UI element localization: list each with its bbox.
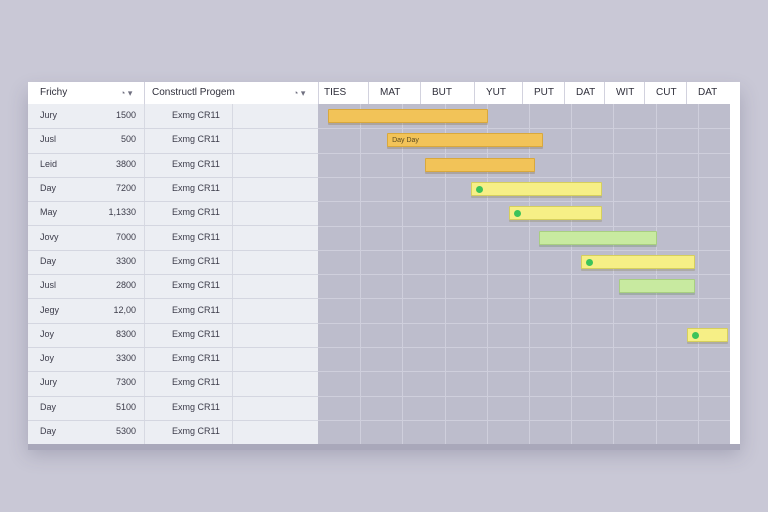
row-quantity: 5300	[115, 426, 136, 437]
table-row[interactable]: Day 3300 Exmg CR11	[28, 250, 318, 276]
gantt-chart: Day Day	[318, 104, 740, 444]
row-progress: Exmg CR11	[172, 401, 220, 412]
header-progress[interactable]: Constructl Progem	[152, 87, 235, 98]
milestone-dot-icon	[586, 258, 594, 266]
table-row[interactable]: Joy 3300 Exmg CR11	[28, 347, 318, 373]
table-row[interactable]: Jusl 2800 Exmg CR11	[28, 274, 318, 300]
row-quantity: 2800	[115, 280, 136, 291]
row-quantity: 5100	[115, 401, 136, 412]
row-progress: Exmg CR11	[172, 110, 220, 121]
row-progress: Exmg CR11	[172, 255, 220, 266]
row-name: Day	[40, 255, 57, 266]
table-row[interactable]: Jury 7300 Exmg CR11	[28, 371, 318, 397]
table-row[interactable]: Jegy 12,00 Exmg CR11	[28, 298, 318, 324]
row-progress: Exmg CR11	[172, 377, 220, 388]
row-progress: Exmg CR11	[172, 134, 220, 145]
row-name: Jusl	[40, 134, 57, 145]
table-header: Frichy ◔ ▾ Constructl Progem ◔ ▾ TIES MAT…	[28, 82, 740, 105]
gantt-bar[interactable]	[471, 181, 603, 196]
timeline-label: YUT	[486, 87, 506, 98]
row-progress: Exmg CR11	[172, 158, 220, 169]
row-quantity: 7300	[115, 377, 136, 388]
row-quantity: 3800	[115, 158, 136, 169]
table-row[interactable]: Jovy 7000 Exmg CR11	[28, 226, 318, 251]
header-name[interactable]: Frichy	[40, 87, 68, 98]
table-row[interactable]: Jury 1500 Exmg CR11	[28, 104, 318, 130]
table-row[interactable]: Joy 8300 Exmg CR11	[28, 323, 318, 348]
sort-icon[interactable]: ◔ ▾	[293, 88, 306, 98]
row-name: Day	[40, 183, 57, 194]
timeline-label: PUT	[534, 87, 554, 98]
gantt-bar[interactable]	[539, 230, 658, 245]
bar-label: Day Day	[392, 137, 419, 145]
row-progress: Exmg CR11	[172, 207, 220, 218]
gantt-bar[interactable]	[509, 206, 603, 221]
row-quantity: 7000	[115, 231, 136, 242]
gantt-bar[interactable]	[425, 157, 535, 172]
row-quantity: 12,00	[113, 304, 136, 315]
row-quantity: 7200	[115, 183, 136, 194]
row-quantity: 1,1330	[108, 207, 136, 218]
row-quantity: 3300	[115, 255, 136, 266]
gantt-window: Frichy ◔ ▾ Constructl Progem ◔ ▾ TIES MAT…	[28, 82, 740, 444]
gantt-bar[interactable]: Day Day	[387, 133, 544, 148]
table-row[interactable]: May 1,1330 Exmg CR11	[28, 201, 318, 227]
row-name: Joy	[40, 353, 55, 364]
row-name: Jovy	[40, 231, 59, 242]
gantt-bar[interactable]	[686, 327, 728, 342]
table-row[interactable]: Day 7200 Exmg CR11	[28, 177, 318, 203]
row-progress: Exmg CR11	[172, 183, 220, 194]
table-row[interactable]: Day 5100 Exmg CR11	[28, 396, 318, 421]
gantt-bar[interactable]	[581, 254, 696, 269]
row-progress: Exmg CR11	[172, 353, 220, 364]
row-name: Jury	[40, 110, 58, 121]
row-progress: Exmg CR11	[172, 231, 220, 242]
row-name: Day	[40, 426, 57, 437]
row-name: May	[40, 207, 58, 218]
row-quantity: 1500	[115, 110, 136, 121]
row-quantity: 8300	[115, 328, 136, 339]
row-name: Jusl	[40, 280, 57, 291]
milestone-dot-icon	[514, 210, 522, 218]
row-quantity: 3300	[115, 353, 136, 364]
row-name: Day	[40, 401, 57, 412]
timeline-label: BUT	[432, 87, 452, 98]
table-row[interactable]: Jusl 500 Exmg CR11	[28, 128, 318, 154]
sort-icon[interactable]: ◔ ▾	[120, 88, 133, 98]
milestone-dot-icon	[691, 331, 699, 339]
table-row[interactable]: Day 5300 Exmg CR11	[28, 420, 318, 444]
task-list: Jury 1500 Exmg CR11 Jusl 500 Exmg CR11 Leid 380…	[28, 104, 318, 444]
row-quantity: 500	[120, 134, 136, 145]
row-progress: Exmg CR11	[172, 280, 220, 291]
row-name: Joy	[40, 328, 55, 339]
timeline-label: WIT	[616, 87, 635, 98]
row-name: Jury	[40, 377, 58, 388]
row-progress: Exmg CR11	[172, 304, 220, 315]
timeline-label: CUT	[656, 87, 677, 98]
timeline-label: DAT	[698, 87, 718, 98]
gantt-bar[interactable]	[619, 279, 696, 294]
row-name: Leid	[40, 158, 58, 169]
timeline-label: DAT	[576, 87, 596, 98]
row-name: Jegy	[40, 304, 60, 315]
table-row[interactable]: Leid 3800 Exmg CR11	[28, 153, 318, 178]
gantt-bar[interactable]	[328, 109, 489, 123]
row-progress: Exmg CR11	[172, 426, 220, 437]
row-progress: Exmg CR11	[172, 328, 220, 339]
timeline-label: MAT	[380, 87, 401, 98]
milestone-dot-icon	[476, 185, 484, 193]
scrollbar[interactable]	[730, 104, 740, 444]
timeline-label: TIES	[324, 87, 347, 98]
